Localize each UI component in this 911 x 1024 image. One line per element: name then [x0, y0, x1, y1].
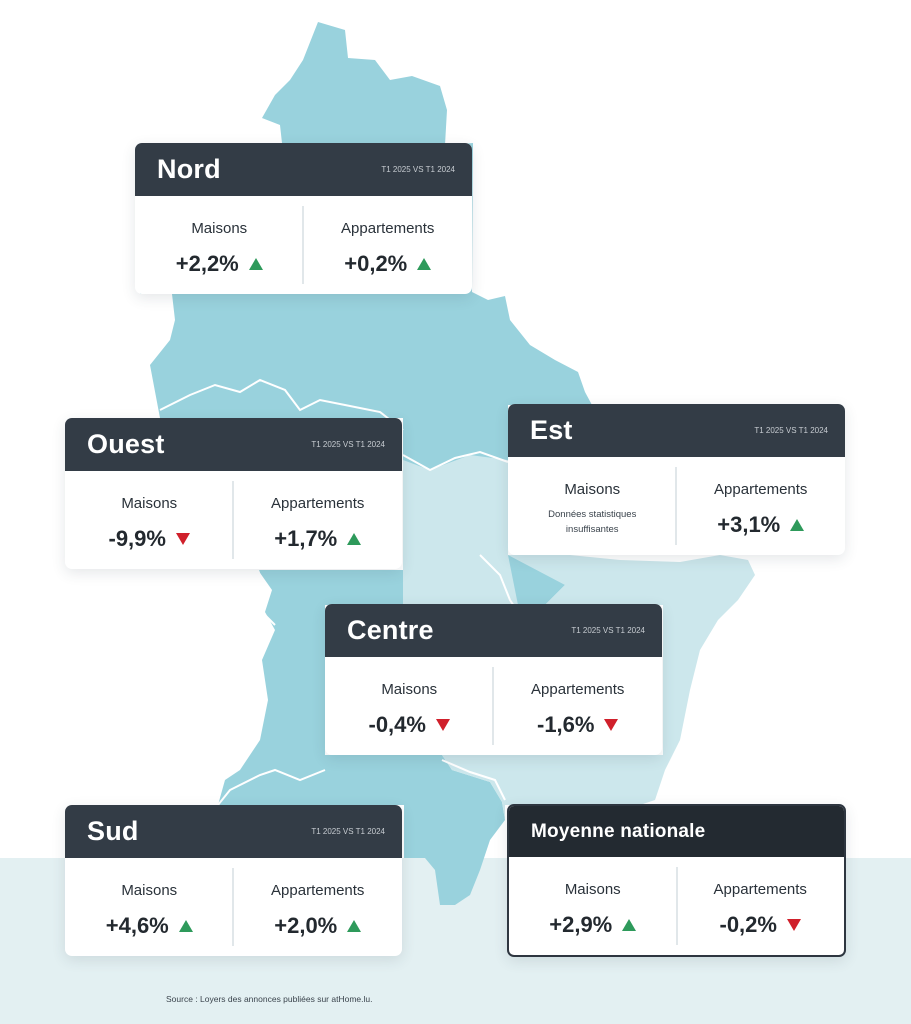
card-national: Moyenne nationale Maisons +2,9% Appartem… [507, 804, 846, 957]
card-body: Maisons +4,6% Appartements +2,0% [65, 858, 402, 956]
appartements-label: Appartements [713, 881, 807, 898]
appartements-label: Appartements [271, 495, 365, 512]
maisons-percent: -9,9% [108, 526, 166, 551]
card-body: Maisons +2,2% Appartements +0,2% [135, 196, 472, 294]
region-title: Ouest [87, 429, 165, 459]
maisons-label: Maisons [381, 681, 438, 698]
maisons-column: Maisons +2,9% [509, 857, 677, 955]
trend-up-icon [178, 920, 193, 932]
card-sud: Sud T1 2025 VS T1 2024 Maisons +4,6% App… [65, 805, 402, 956]
maisons-value: +2,9% [509, 912, 677, 938]
period-label: T1 2025 VS T1 2024 [311, 827, 385, 836]
card-header: Est T1 2025 VS T1 2024 [508, 404, 845, 457]
card-header: Ouest T1 2025 VS T1 2024 [65, 418, 402, 471]
map-region-centre-left [403, 455, 520, 615]
appartements-value: +1,7% [234, 526, 403, 552]
period-label: T1 2025 VS T1 2024 [571, 626, 645, 635]
card-header: Nord T1 2025 VS T1 2024 [135, 143, 472, 196]
trend-up-icon [417, 258, 432, 270]
column-divider [232, 868, 234, 946]
card-centre: Centre T1 2025 VS T1 2024 Maisons -0,4% … [325, 604, 662, 755]
appartements-percent: +0,2% [344, 251, 408, 276]
maisons-column: Maisons -0,4% [325, 657, 494, 755]
region-title: Centre [347, 615, 434, 645]
maisons-label: Maisons [564, 481, 621, 498]
column-divider [676, 867, 678, 945]
trend-down-icon [786, 919, 801, 931]
trend-up-icon [347, 533, 362, 545]
maisons-percent: +2,9% [549, 912, 613, 937]
appartements-value: +0,2% [304, 251, 473, 277]
region-title: Sud [87, 816, 139, 846]
maisons-value: -0,4% [325, 712, 494, 738]
column-divider [675, 467, 677, 545]
map-borders [159, 378, 521, 806]
appartements-value: +2,0% [234, 913, 403, 939]
appartements-percent: +2,0% [274, 913, 338, 938]
appartements-value: -0,2% [677, 912, 845, 938]
appartements-column: Appartements +2,0% [234, 858, 403, 956]
insufficient-data-note: Données statistiques insuffisantes [508, 507, 677, 537]
card-body: Maisons -0,4% Appartements -1,6% [325, 657, 662, 755]
maisons-column: Maisons +4,6% [65, 858, 234, 956]
trend-up-icon [622, 919, 637, 931]
appartements-column: Appartements +3,1% [677, 457, 846, 555]
note-line: Données statistiques [548, 509, 637, 520]
maisons-label: Maisons [121, 495, 178, 512]
appartements-column: Appartements +1,7% [234, 471, 403, 569]
maisons-value: +2,2% [135, 251, 304, 277]
maisons-percent: +4,6% [105, 913, 169, 938]
maisons-column: Maisons +2,2% [135, 196, 304, 294]
trend-down-icon [175, 533, 190, 545]
appartements-column: Appartements -1,6% [494, 657, 663, 755]
trend-up-icon [248, 258, 263, 270]
appartements-value: -1,6% [494, 712, 663, 738]
trend-up-icon [347, 920, 362, 932]
card-header: Centre T1 2025 VS T1 2024 [325, 604, 662, 657]
column-divider [302, 206, 304, 284]
map-region-east [442, 555, 755, 820]
maisons-value: +4,6% [65, 913, 234, 939]
maisons-label: Maisons [191, 220, 248, 237]
card-header: Sud T1 2025 VS T1 2024 [65, 805, 402, 858]
maisons-percent: -0,4% [368, 712, 426, 737]
column-divider [492, 667, 494, 745]
maisons-value: -9,9% [65, 526, 234, 552]
appartements-label: Appartements [341, 220, 435, 237]
column-divider [232, 481, 234, 559]
maisons-label: Maisons [121, 882, 178, 899]
card-header: Moyenne nationale [509, 806, 844, 857]
card-ouest: Ouest T1 2025 VS T1 2024 Maisons -9,9% A… [65, 418, 402, 569]
appartements-column: Appartements +0,2% [304, 196, 473, 294]
trend-down-icon [604, 719, 619, 731]
note-line: insuffisantes [565, 524, 619, 535]
appartements-label: Appartements [271, 882, 365, 899]
appartements-label: Appartements [714, 481, 808, 498]
card-body: Maisons -9,9% Appartements +1,7% [65, 471, 402, 569]
trend-down-icon [435, 719, 450, 731]
period-label: T1 2025 VS T1 2024 [754, 426, 828, 435]
period-label: T1 2025 VS T1 2024 [311, 440, 385, 449]
region-title: Est [530, 415, 573, 445]
maisons-column: Maisons -9,9% [65, 471, 234, 569]
trend-up-icon [790, 519, 805, 531]
region-title: Nord [157, 154, 221, 184]
appartements-percent: +1,7% [274, 526, 338, 551]
maisons-column: Maisons Données statistiques insuffisant… [508, 457, 677, 555]
maisons-percent: +2,2% [175, 251, 239, 276]
card-body: Maisons +2,9% Appartements -0,2% [509, 857, 844, 955]
region-title: Moyenne nationale [531, 820, 706, 842]
period-label: T1 2025 VS T1 2024 [381, 165, 455, 174]
appartements-percent: -1,6% [537, 712, 595, 737]
maisons-label: Maisons [564, 881, 621, 898]
appartements-percent: +3,1% [717, 512, 781, 537]
appartements-percent: -0,2% [719, 912, 777, 937]
appartements-value: +3,1% [677, 512, 846, 538]
source-note: Source : Loyers des annonces publiées su… [166, 994, 373, 1004]
card-est: Est T1 2025 VS T1 2024 Maisons Données s… [508, 404, 845, 555]
appartements-column: Appartements -0,2% [677, 857, 845, 955]
card-body: Maisons Données statistiques insuffisant… [508, 457, 845, 555]
appartements-label: Appartements [531, 681, 625, 698]
card-nord: Nord T1 2025 VS T1 2024 Maisons +2,2% Ap… [135, 143, 472, 294]
